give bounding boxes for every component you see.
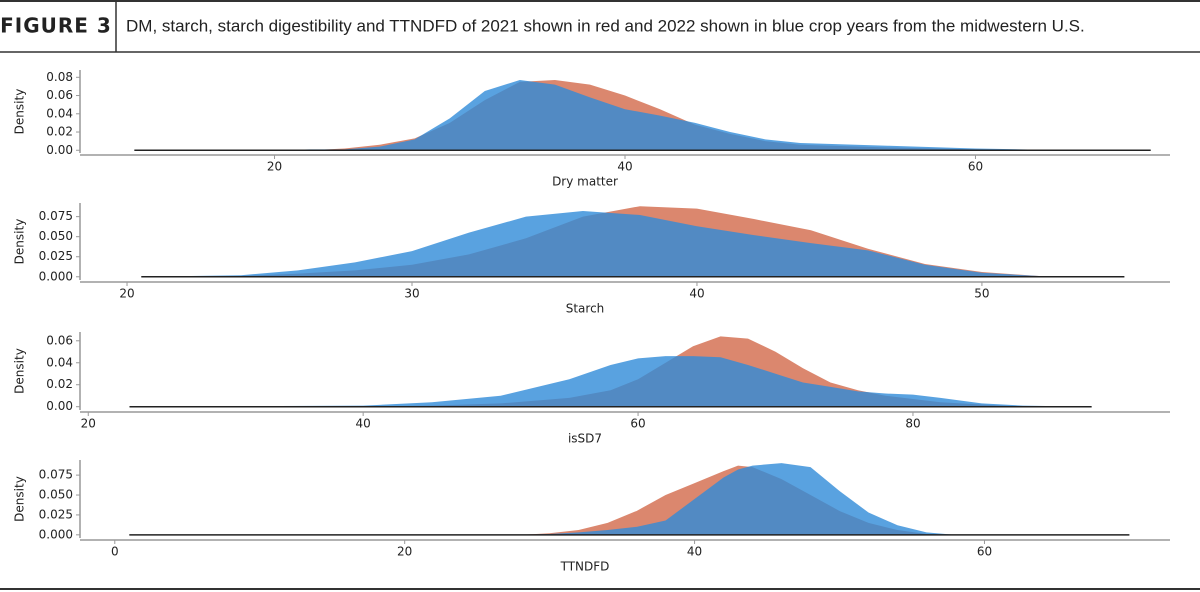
y-tick-label: 0.025 — [39, 507, 73, 521]
x-tick-label: 50 — [974, 287, 989, 301]
density-area — [129, 336, 1092, 407]
x-tick-label: 0 — [111, 545, 119, 559]
y-axis-label: Density — [13, 219, 27, 265]
x-axis-label: isSD7 — [568, 432, 602, 446]
y-tick-label: 0.075 — [39, 209, 73, 223]
y-tick-label: 0.08 — [46, 70, 73, 84]
y-tick-label: 0.02 — [46, 377, 73, 391]
caption: DM, starch, starch digestibility and TTN… — [126, 16, 1085, 35]
y-tick-label: 0.075 — [39, 468, 73, 482]
density-area — [134, 80, 1151, 151]
x-tick-label: 40 — [687, 545, 702, 559]
density-area — [129, 356, 1092, 407]
y-tick-label: 0.000 — [39, 527, 73, 541]
y-tick-label: 0.04 — [46, 355, 73, 369]
x-tick-label: 40 — [689, 287, 704, 301]
y-axis-label: Density — [13, 476, 27, 522]
x-tick-label: 20 — [397, 545, 412, 559]
density-area — [129, 465, 1130, 535]
y-tick-label: 0.06 — [46, 88, 73, 102]
y-tick-label: 0.025 — [39, 249, 73, 263]
x-axis-label: Dry matter — [552, 175, 618, 189]
y-tick-label: 0.00 — [46, 143, 73, 157]
y-tick-label: 0.050 — [39, 229, 73, 243]
y-axis-label: Density — [13, 89, 27, 135]
y-axis-label: Density — [13, 348, 27, 394]
x-axis-label: TTNDFD — [560, 560, 610, 574]
y-tick-label: 0.04 — [46, 106, 73, 120]
x-tick-label: 40 — [356, 417, 371, 431]
x-axis-label: Starch — [566, 302, 605, 316]
x-tick-label: 80 — [905, 417, 920, 431]
y-tick-label: 0.000 — [39, 269, 73, 283]
x-tick-label: 60 — [630, 417, 645, 431]
x-tick-label: 20 — [81, 417, 96, 431]
y-tick-label: 0.06 — [46, 333, 73, 347]
y-tick-label: 0.02 — [46, 125, 73, 139]
x-tick-label: 20 — [267, 160, 282, 174]
figure-label: FIGURE 3 — [0, 14, 112, 38]
x-tick-label: 60 — [968, 160, 983, 174]
density-area — [141, 211, 1125, 277]
x-tick-label: 20 — [119, 287, 134, 301]
x-tick-label: 60 — [977, 545, 992, 559]
x-tick-label: 40 — [617, 160, 632, 174]
x-tick-label: 30 — [404, 287, 419, 301]
y-tick-label: 0.050 — [39, 488, 73, 502]
y-tick-label: 0.00 — [46, 399, 73, 413]
